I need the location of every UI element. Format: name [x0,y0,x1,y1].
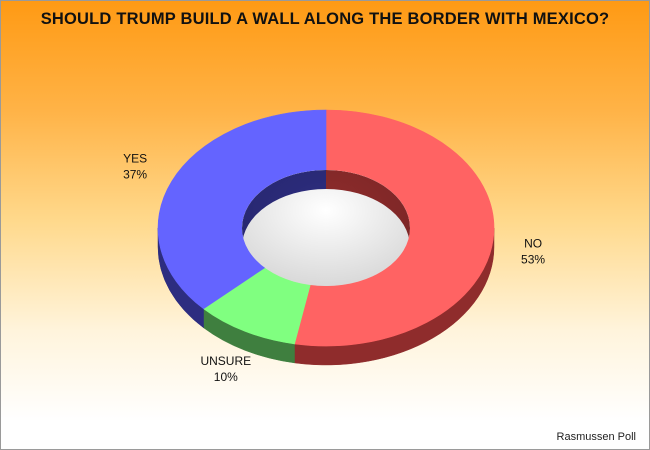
donut-top-faces [157,109,495,347]
label-no: NO [524,237,542,251]
value-yes: 37% [123,167,147,181]
label-yes: YES [123,151,147,165]
chart-title: SHOULD TRUMP BUILD A WALL ALONG THE BORD… [40,10,610,28]
value-unsure: 10% [214,370,238,384]
value-no: 53% [521,253,545,267]
donut-inner-walls [242,170,410,286]
hole-shading [242,170,410,286]
slice-labels: NO 53% UNSURE 10% YES 37% [123,151,545,383]
label-unsure: UNSURE [200,354,251,368]
source-note: Rasmussen Poll [556,431,636,443]
